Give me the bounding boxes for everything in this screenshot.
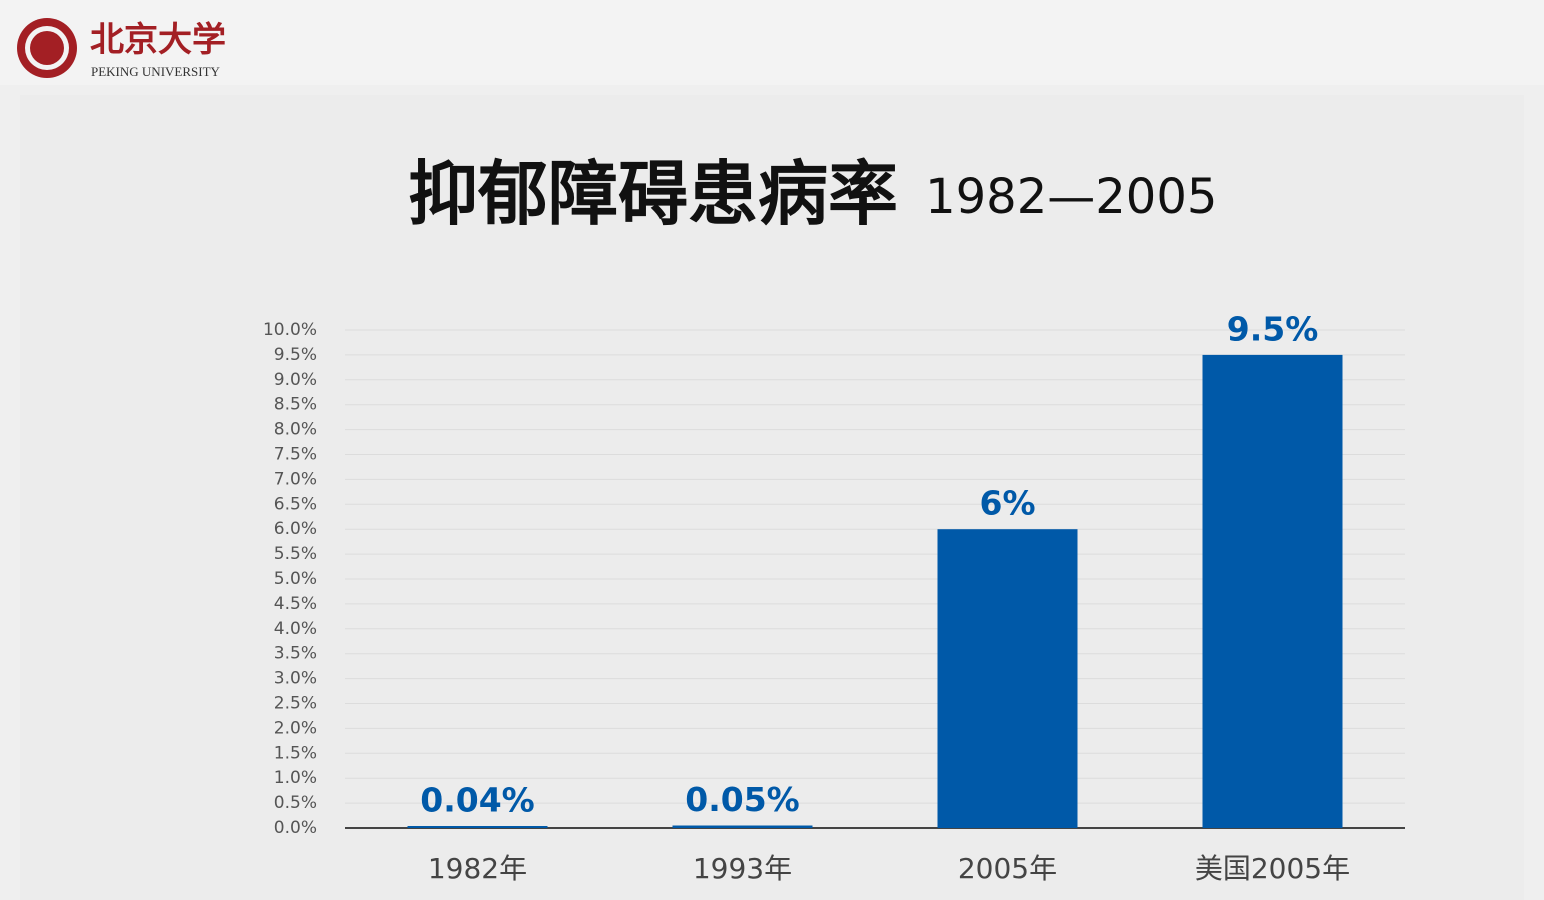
chart-title-group: 抑郁障碍患病率 1982—2005 (408, 152, 1217, 235)
logo-name: 北京大学 (90, 20, 226, 60)
logo-core (30, 31, 64, 65)
x-tick-label: 1982年 (428, 852, 527, 885)
bar (937, 529, 1078, 828)
y-tick-label: 9.5% (274, 345, 317, 365)
y-tick-label: 8.5% (274, 395, 317, 415)
x-tick-label: 2005年 (958, 852, 1057, 885)
y-tick-label: 0.0% (274, 818, 317, 838)
y-tick-label: 1.0% (274, 768, 317, 788)
value-label: 0.04% (420, 781, 535, 820)
y-tick-label: 3.5% (274, 644, 317, 664)
bar (407, 826, 548, 829)
header-band (0, 0, 1544, 85)
logo (17, 18, 77, 78)
y-tick-label: 10.0% (263, 320, 317, 340)
bar (1202, 354, 1343, 828)
y-tick-label: 6.5% (274, 494, 317, 514)
y-tick-label: 6.0% (274, 519, 317, 539)
y-tick-label: 1.5% (274, 743, 317, 763)
logo-english: PEKING UNIVERSITY (91, 64, 221, 79)
value-label: 6% (979, 484, 1035, 523)
value-label: 9.5% (1227, 309, 1319, 348)
chart-subtitle: 1982—2005 (925, 169, 1217, 225)
y-tick-label: 0.5% (274, 793, 317, 813)
y-tick-label: 5.0% (274, 569, 317, 589)
y-tick-label: 9.0% (274, 370, 317, 390)
y-tick-label: 2.0% (274, 718, 317, 738)
y-tick-label: 4.0% (274, 619, 317, 639)
y-tick-label: 5.5% (274, 544, 317, 564)
chart-title: 抑郁障碍患病率 (408, 152, 898, 235)
y-tick-label: 2.5% (274, 694, 317, 714)
x-tick-label: 美国2005年 (1195, 852, 1350, 885)
y-tick-label: 8.0% (274, 420, 317, 440)
y-tick-label: 4.5% (274, 594, 317, 614)
bar (672, 825, 813, 828)
value-label: 0.05% (685, 780, 800, 819)
y-tick-label: 7.0% (274, 469, 317, 489)
y-tick-label: 7.5% (274, 445, 317, 465)
x-tick-label: 1993年 (693, 852, 792, 885)
y-tick-label: 3.0% (274, 669, 317, 689)
